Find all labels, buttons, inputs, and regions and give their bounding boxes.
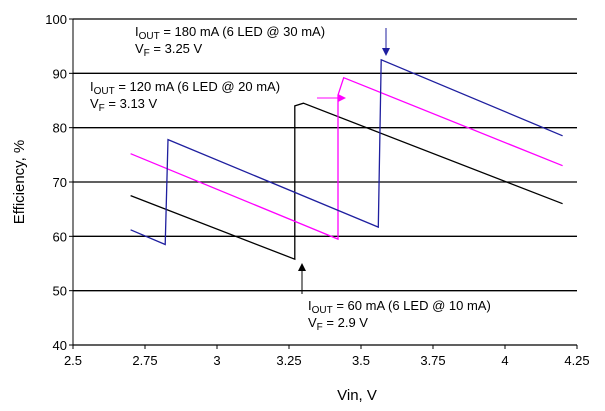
x-tick-label: 2.75 [132,353,157,368]
annotation-60-line2: VF = 2.9 V [308,315,368,333]
annotation-120-line1: IOUT = 120 mA (6 LED @ 20 mA) [90,79,280,97]
x-tick-label: 3.5 [352,353,370,368]
y-tick-label: 40 [53,338,67,353]
x-tick-label: 3 [213,353,220,368]
y-axis-title: Efficiency, % [11,140,28,224]
x-tick-label: 2.5 [64,353,82,368]
x-tick-label: 3.75 [420,353,445,368]
y-tick-label: 50 [53,284,67,299]
annotation-180-line2: VF = 3.25 V [135,41,203,59]
y-tick-label: 80 [53,121,67,136]
arrow-120-head [338,94,346,102]
x-tick-label: 4.25 [564,353,589,368]
annotation-arrows [298,28,390,294]
x-tick-label: 3.25 [276,353,301,368]
annotation-60-line1: IOUT = 60 mA (6 LED @ 10 mA) [308,298,491,316]
series-line-2 [130,76,563,241]
series-line-3 [130,58,563,246]
y-tick-label: 60 [53,229,67,244]
annotation-120-line2: VF = 3.13 V [90,96,158,114]
arrow-60-head [298,263,306,271]
y-tick-label: 90 [53,66,67,81]
y-tick-label: 70 [53,175,67,190]
y-axis-ticks: 40 50 60 70 80 90 100 [45,12,73,353]
series-line-1 [130,102,563,261]
annotation-180-line1: IOUT = 180 mA (6 LED @ 30 mA) [135,24,325,42]
x-axis-title: Vin, V [337,387,377,404]
x-axis-ticks: 2.5 2.75 3 3.25 3.5 3.75 4 4.25 [64,345,590,368]
grid-lines [73,18,577,346]
y-tick-label: 100 [45,12,67,27]
x-tick-label: 4 [501,353,508,368]
arrow-180-head [382,48,390,56]
